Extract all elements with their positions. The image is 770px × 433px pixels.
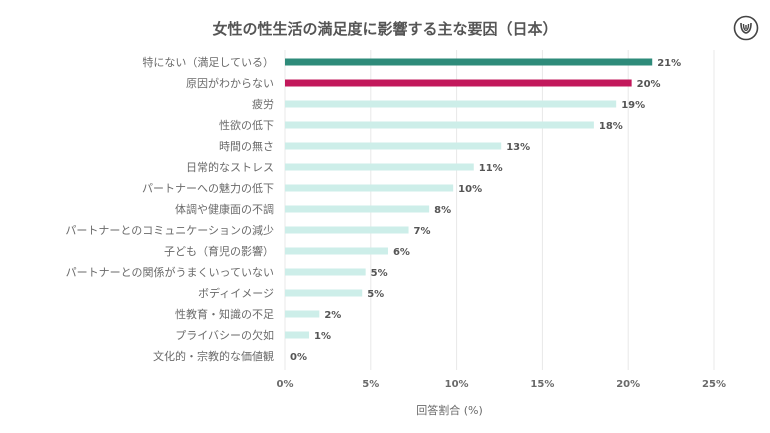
bar — [285, 289, 363, 297]
category-label: パートナーとのコミュニケーションの減少 — [65, 223, 274, 237]
value-label: 0% — [290, 352, 307, 363]
value-label: 21% — [657, 58, 681, 69]
value-label: 20% — [637, 79, 661, 90]
value-labels: 21% 20% 19% 18% 13%11% 10% 8%7% 6% 5% 5% 2% 1% 0% — [290, 58, 681, 363]
x-tick-label: 5% — [362, 379, 379, 390]
bar — [285, 310, 320, 318]
chart-title: 女性の性生活の満足度に影響する主な要因（日本） — [212, 20, 558, 38]
value-label: 7% — [414, 226, 431, 237]
category-label: 性教育・知識の不足 — [175, 307, 274, 321]
category-label: パートナーへの魅力の低下 — [142, 181, 274, 195]
bar — [285, 184, 454, 192]
category-label: 疲労 — [252, 97, 274, 111]
bar — [285, 58, 653, 66]
value-label: 1% — [314, 331, 331, 342]
x-tick-label: 15% — [530, 379, 554, 390]
category-label: 時間の無さ — [219, 139, 274, 153]
category-label: 日常的なストレス — [186, 160, 274, 174]
bars — [285, 58, 653, 339]
value-label: 13% — [506, 142, 530, 153]
bar — [285, 79, 632, 87]
bar — [285, 331, 310, 339]
category-label: 原因がわからない — [186, 76, 274, 90]
value-label: 8% — [434, 205, 451, 216]
category-label: 特にない（満足している） — [142, 55, 274, 69]
value-label: 18% — [599, 121, 623, 132]
x-axis-title: 回答割合 (%) — [416, 403, 483, 417]
category-label: 体調や健康面の不調 — [175, 202, 274, 216]
bar — [285, 205, 430, 213]
bar — [285, 247, 388, 255]
value-label: 19% — [621, 100, 645, 111]
category-label: プライバシーの欠如 — [175, 328, 274, 342]
category-labels: 特にない（満足している） 原因がわからない疲労性欲の低下時間の無さ日常的なストレス… — [65, 55, 274, 363]
value-label: 6% — [393, 247, 410, 258]
bar — [285, 268, 366, 276]
x-tick-label: 20% — [616, 379, 640, 390]
x-tick-label: 0% — [277, 379, 294, 390]
bar — [285, 121, 594, 129]
value-label: 5% — [367, 289, 384, 300]
value-label: 11% — [479, 163, 503, 174]
x-tick-label: 25% — [702, 379, 726, 390]
bar — [285, 142, 502, 150]
value-label: 2% — [324, 310, 341, 321]
value-label: 5% — [371, 268, 388, 279]
x-tick-label: 10% — [445, 379, 469, 390]
x-axis-ticks: 0% 5% 10% 15% 20% 25% — [277, 379, 726, 390]
category-label: 性欲の低下 — [219, 118, 274, 132]
womb-circle-logo-icon — [733, 15, 759, 41]
category-label: 子ども（育児の影響） — [164, 244, 274, 258]
category-label: ボディイメージ — [198, 286, 274, 300]
bar — [285, 100, 617, 108]
value-label: 10% — [458, 184, 482, 195]
category-label: 文化的・宗教的な価値観 — [153, 349, 274, 363]
bar — [285, 163, 474, 171]
category-label: パートナーとの関係がうまくいっていない — [66, 265, 274, 279]
bar — [285, 226, 409, 234]
